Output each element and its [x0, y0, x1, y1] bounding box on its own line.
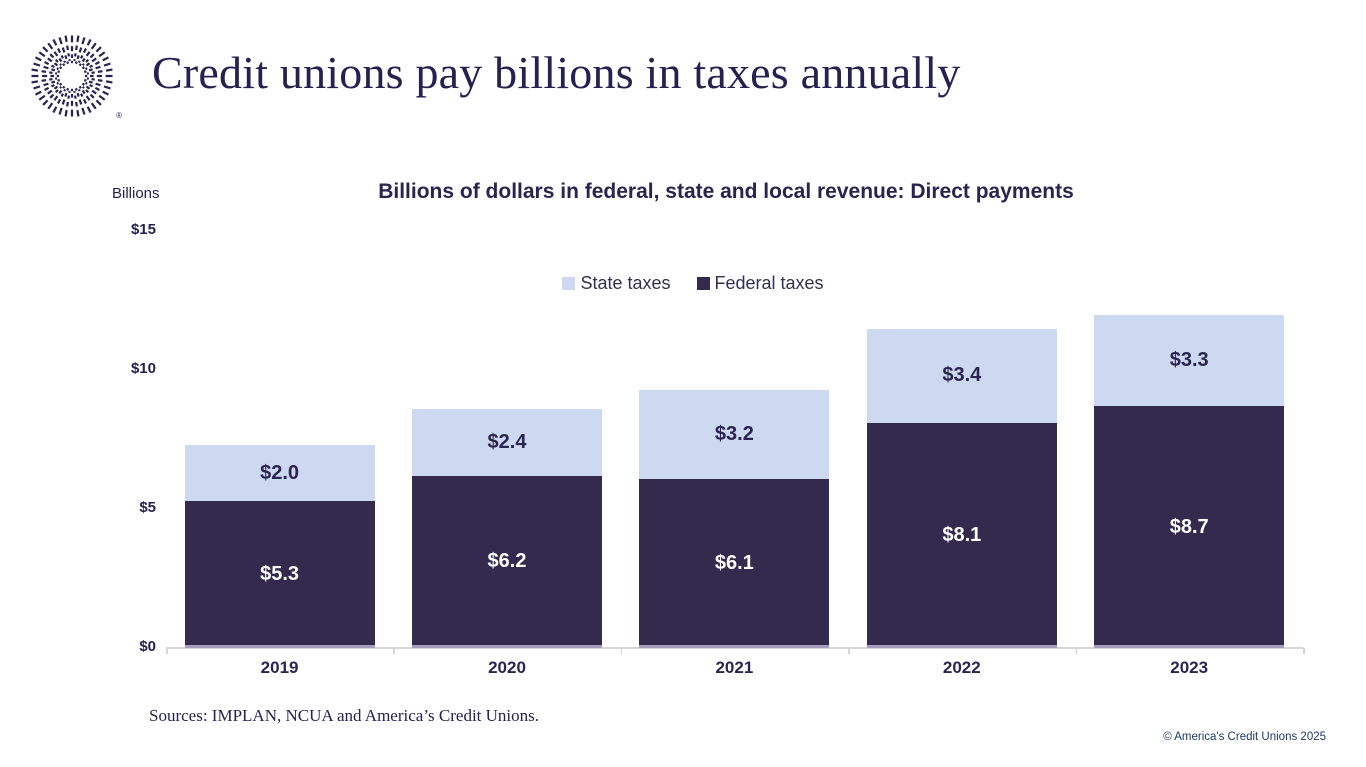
bar-baseline-strip: [1094, 644, 1285, 648]
x-axis-line: [166, 647, 1303, 649]
bar-value-label: $8.1: [942, 524, 982, 547]
state-taxes-bar-segment: $3.3: [1094, 314, 1285, 407]
bar-value-label: $6.2: [487, 550, 527, 573]
y-axis-unit-label: Billions: [112, 185, 160, 202]
bar-baseline-strip: [412, 644, 602, 648]
federal-taxes-bar-segment: $6.1: [639, 478, 830, 648]
federal-taxes-bar-segment: $8.7: [1094, 406, 1285, 648]
americas-credit-unions-logo: ®: [26, 30, 122, 122]
state-taxes-swatch-icon: [562, 277, 576, 290]
registered-trademark-icon: ®: [116, 111, 122, 120]
state-taxes-bar-segment: $2.0: [184, 445, 375, 501]
federal-taxes-bar-segment: $6.2: [412, 475, 602, 648]
sunburst-logo-icon: [30, 34, 114, 118]
state-taxes-bar-segment: $2.4: [412, 409, 602, 476]
bar-value-label: $2.4: [487, 430, 527, 453]
legend-label: State taxes: [580, 273, 671, 293]
y-axis-tick-label: $5: [139, 499, 156, 517]
chart-legend: State taxes Federal taxes: [413, 273, 973, 294]
federal-taxes-bar-segment: $5.3: [184, 500, 375, 648]
bar-baseline-strip: [184, 644, 375, 648]
chart-title: Billions of dollars in federal, state an…: [378, 180, 1074, 203]
legend-item-state-taxes: State taxes: [562, 273, 671, 294]
y-axis-tick-label: $15: [130, 221, 156, 239]
x-axis-category-label: 2020: [488, 658, 526, 677]
x-axis-tick: [620, 648, 623, 654]
legend-label: Federal taxes: [714, 273, 824, 293]
bar-baseline-strip: [866, 644, 1057, 648]
x-axis-category-label: 2021: [715, 658, 754, 677]
bar-value-label: $8.7: [1169, 515, 1209, 538]
copyright-note: © America's Credit Unions 2025: [1163, 731, 1326, 743]
y-axis-tick-label: $10: [130, 360, 156, 378]
bar-value-label: $5.3: [260, 562, 300, 585]
bar-value-label: $3.3: [1169, 349, 1209, 372]
x-axis-category-label: 2022: [942, 658, 981, 677]
x-axis-tick: [166, 648, 168, 654]
federal-taxes-bar-segment: $8.1: [866, 423, 1057, 648]
bar-value-label: $2.0: [260, 461, 300, 484]
bar-baseline-strip: [639, 644, 830, 648]
bar-value-label: $3.2: [714, 422, 754, 445]
x-axis-tick: [1303, 648, 1305, 654]
x-axis-category-label: 2019: [260, 658, 299, 677]
federal-taxes-swatch-icon: [696, 277, 710, 290]
sources-note: Sources: IMPLAN, NCUA and America’s Cred…: [149, 706, 540, 725]
page-title: Credit unions pay billions in taxes annu…: [152, 47, 961, 98]
legend-item-federal-taxes: Federal taxes: [696, 273, 824, 294]
bar-value-label: $3.4: [942, 364, 982, 387]
state-taxes-bar-segment: $3.4: [866, 328, 1057, 424]
bar-value-label: $6.1: [714, 551, 754, 574]
x-axis-category-label: 2023: [1170, 658, 1209, 677]
y-axis-tick-label: $0: [139, 638, 156, 655]
x-axis-tick: [848, 648, 850, 654]
x-axis-tick: [393, 648, 395, 654]
x-axis-tick: [1075, 648, 1078, 654]
state-taxes-bar-segment: $3.2: [639, 389, 830, 479]
